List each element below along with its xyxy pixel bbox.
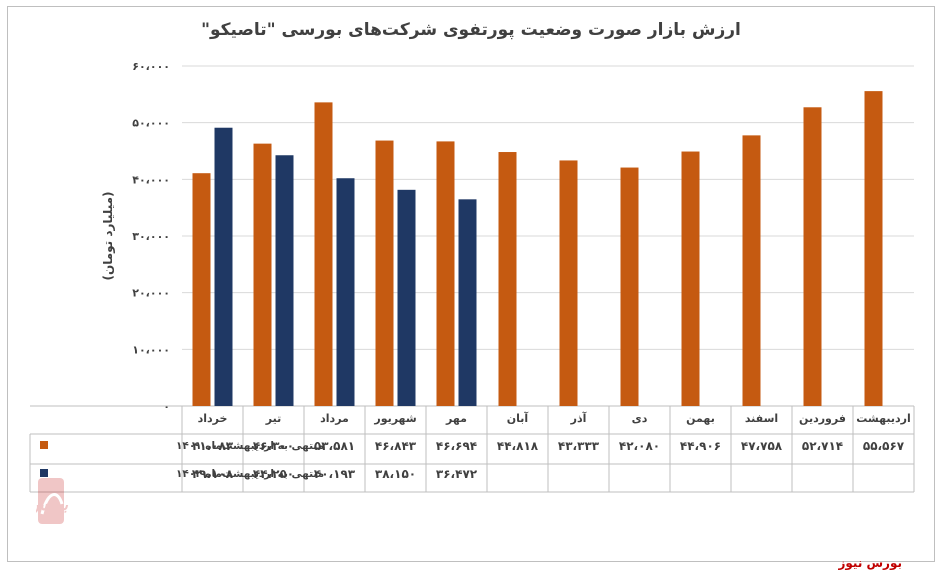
- y-tick-label: ۵۰،۰۰۰: [132, 117, 170, 130]
- y-tick-label: ۲۰،۰۰۰: [132, 287, 170, 300]
- bar-series-1: [864, 91, 883, 406]
- bar-series-1: [314, 102, 333, 407]
- data-table-value: ۴۴،۲۵۰: [253, 467, 294, 481]
- data-table-value: ۴۴،۹۰۶: [680, 439, 721, 453]
- data-table-value: ۴۲،۰۸۰: [619, 439, 660, 453]
- data-table-value: ۴۳،۳۳۳: [558, 439, 600, 453]
- data-table-value: ۴۹،۱۰۸: [192, 467, 234, 481]
- data-table-value: ۴۶،۳۰۰: [253, 439, 294, 453]
- bar-series-1: [620, 167, 639, 406]
- y-tick-label: ۳۰،۰۰۰: [132, 230, 170, 243]
- x-category-label: مهر: [445, 412, 467, 425]
- x-category-label: آبان: [507, 411, 529, 425]
- bar-series-1: [742, 135, 761, 406]
- data-table-value: ۳۸،۱۵۰: [375, 467, 416, 481]
- data-table-value: ۴۶،۸۴۳: [375, 439, 417, 453]
- y-tick-label: ۶۰،۰۰۰: [132, 60, 170, 73]
- x-category-label: بهمن: [686, 412, 715, 425]
- bar-series-2: [336, 178, 355, 406]
- y-tick-label: ۱۰،۰۰۰: [132, 343, 170, 356]
- svg-text:بورس نیوز: بورس نیوز: [36, 495, 69, 515]
- legend-series-name: منتهی به اردیبهشت‌ماه ۱۴۰۲: [176, 468, 324, 480]
- x-category-label: مرداد: [320, 412, 349, 425]
- x-category-label: اسفند: [745, 412, 778, 425]
- bar-series-1: [192, 173, 211, 406]
- x-category-label: تیر: [265, 412, 281, 425]
- bar-series-2: [214, 127, 233, 406]
- bar-series-2: [397, 189, 416, 406]
- data-table-value: ۴۶،۶۹۴: [436, 439, 477, 453]
- x-category-label: شهریور: [373, 412, 416, 425]
- bar-series-1: [559, 160, 578, 406]
- legend-series-name: منتهی به اردیبهشت‌ماه ۱۴۰۱: [176, 440, 324, 452]
- bar-series-2: [275, 155, 294, 406]
- chart-title: ارزش بازار صورت وضعیت پورتفوی شرکت‌های ب…: [201, 20, 741, 40]
- x-category-label: فروردین: [799, 412, 846, 425]
- legend-swatch: [40, 469, 48, 477]
- bar-series-1: [436, 141, 455, 406]
- bar-series-1: [681, 151, 700, 406]
- x-category-label: اردیبهشت: [856, 412, 910, 425]
- x-category-label: آذر: [570, 411, 587, 425]
- bar-series-1: [253, 143, 272, 406]
- data-table-value: ۵۲،۷۱۴: [802, 439, 843, 453]
- bar-series-1: [498, 152, 517, 406]
- data-table-value: ۴۰،۱۹۳: [314, 467, 356, 481]
- x-category-label: دی: [632, 412, 648, 425]
- data-table-value: ۵۵،۵۶۷: [863, 439, 905, 453]
- bar-series-1: [375, 140, 394, 406]
- data-table-value: ۴۷،۷۵۸: [741, 439, 783, 453]
- source-credit: بورس نیوز: [838, 556, 902, 570]
- bar-series-1: [803, 107, 822, 407]
- data-table-value: ۳۶،۴۷۲: [436, 467, 478, 481]
- data-table-value: ۵۳،۵۸۱: [314, 439, 355, 453]
- data-table-value: ۴۴،۸۱۸: [497, 439, 539, 453]
- bar-series-2: [458, 199, 477, 406]
- x-category-label: خرداد: [198, 412, 228, 425]
- watermark-logo: بورس نیوز: [36, 478, 69, 524]
- y-tick-label: ۴۰،۰۰۰: [132, 173, 170, 186]
- legend-swatch: [40, 441, 48, 449]
- data-table-value: ۴۱،۰۸۳: [192, 439, 234, 453]
